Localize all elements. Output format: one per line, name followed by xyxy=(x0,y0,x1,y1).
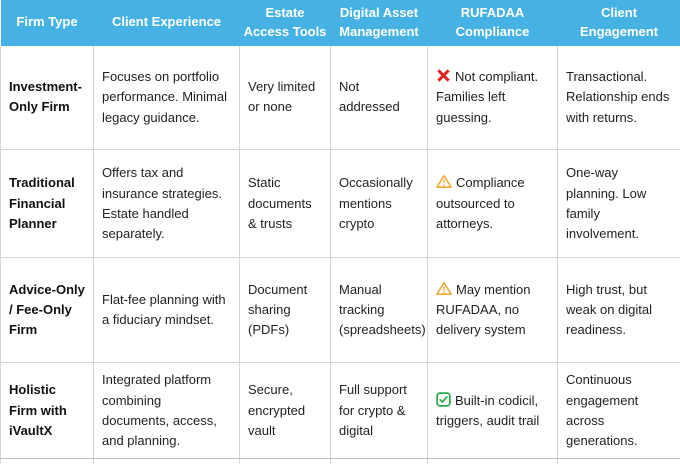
cell-rufadaa-compliance: Not compliant. Families left guessing. xyxy=(427,45,558,151)
cell-client-engagement: One-way planning. Low family involvement… xyxy=(557,149,680,259)
cell-client-engagement: High trust, but weak on digital readines… xyxy=(557,257,680,364)
header-rufadaa-compliance: RUFADAA Compliance xyxy=(427,0,558,46)
cell-digital-asset-management: Manual tracking (spreadsheets) xyxy=(330,257,428,364)
table-row-traditional-planner: Traditional Financial Planner Offers tax… xyxy=(0,149,680,259)
header-client-experience: Client Experience xyxy=(93,0,240,46)
table-row-advice-only: Advice-Only / Fee-Only Firm Flat-fee pla… xyxy=(0,257,680,364)
table-row-holistic-ivaultx: Holistic Firm with iVaultX Integrated pl… xyxy=(0,362,680,460)
header-client-engagement: Client Engagement xyxy=(557,0,680,46)
cell-firm-type: Advice-Only / Fee-Only Firm xyxy=(0,257,94,364)
compliance-text: Not compliant. Families left guessing. xyxy=(436,69,539,125)
cell-estate-access-tools: Static documents & trusts xyxy=(239,149,331,259)
header-firm-type: Firm Type xyxy=(0,0,94,46)
cell-estate-access-tools: Very limited or none xyxy=(239,45,331,151)
header-digital-asset-management: Digital Asset Management xyxy=(330,0,428,46)
cell-digital-asset-management: Full support for crypto & digital xyxy=(330,362,428,460)
cell-digital-asset-management: Occasionally mentions crypto xyxy=(330,149,428,259)
cell-client-engagement: Transactional. Relationship ends with re… xyxy=(557,45,680,151)
cell-client-experience: Integrated platform combining documents,… xyxy=(93,362,240,460)
cell-rufadaa-compliance: Built-in codicil, triggers, audit trail xyxy=(427,362,558,460)
cell-rufadaa-compliance: May mention RUFADAA, no delivery system xyxy=(427,257,558,364)
cell-firm-type: Investment-Only Firm xyxy=(0,45,94,151)
cell-firm-type: Traditional Financial Planner xyxy=(0,149,94,259)
cell-client-experience: Offers tax and insurance strategies. Est… xyxy=(93,149,240,259)
cell-firm-type: Holistic Firm with iVaultX xyxy=(0,362,94,460)
cell-client-experience: Flat-fee planning with a fiduciary minds… xyxy=(93,257,240,364)
compliance-text: May mention RUFADAA, no delivery system xyxy=(436,281,531,338)
warning-icon xyxy=(436,281,452,296)
cell-estate-access-tools: Secure, encrypted vault xyxy=(239,362,331,460)
table-row-investment-only: Investment-Only Firm Focuses on portfoli… xyxy=(0,45,680,151)
compliance-text: Compliance outsourced to attorneys. xyxy=(436,175,525,231)
warning-icon xyxy=(436,174,452,189)
cross-mark-icon xyxy=(436,68,451,83)
cell-client-experience: Focuses on portfolio performance. Minima… xyxy=(93,45,240,151)
compliance-text: Built-in codicil, triggers, audit trail xyxy=(436,392,540,428)
check-box-icon xyxy=(436,391,451,407)
cell-digital-asset-management: Not addressed xyxy=(330,45,428,151)
table-header-row: Firm Type Client Experience Estate Acces… xyxy=(0,0,680,46)
table-row-partial xyxy=(0,458,680,464)
cell-estate-access-tools: Document sharing (PDFs) xyxy=(239,257,331,364)
header-estate-access-tools: Estate Access Tools xyxy=(239,0,331,46)
cell-rufadaa-compliance: Compliance outsourced to attorneys. xyxy=(427,149,558,259)
cell-client-engagement: Continuous engagement across generations… xyxy=(557,362,680,460)
